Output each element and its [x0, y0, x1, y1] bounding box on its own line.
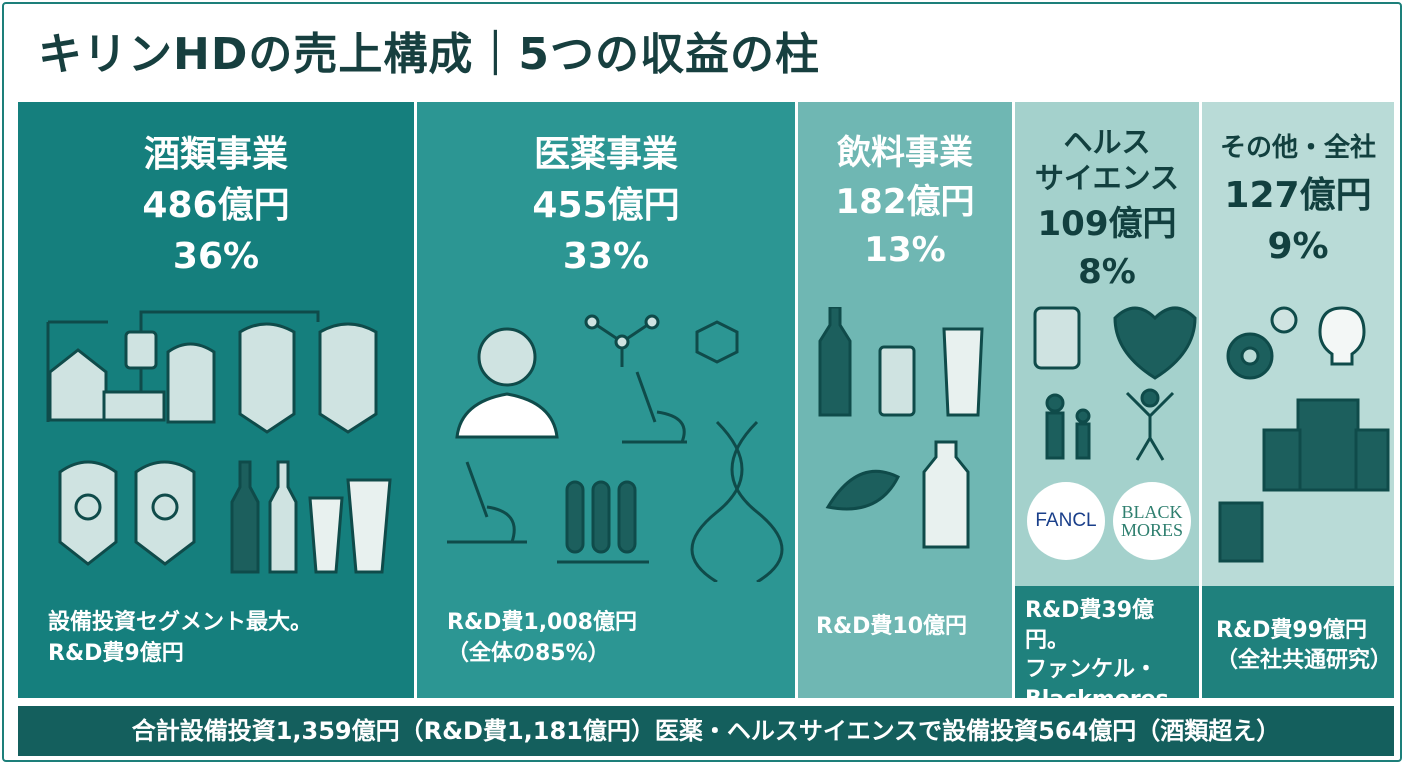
segment-share: 13%: [864, 230, 946, 270]
segment-share: 36%: [172, 236, 260, 277]
segment-name: 酒類事業: [143, 134, 288, 175]
office-building-icon: [1218, 501, 1264, 563]
headquarters-building-icon: [1262, 398, 1390, 492]
beverage-illustration: [818, 307, 984, 549]
segment-note-line: R&D費1,008億円: [447, 610, 637, 635]
family-icon: [1045, 393, 1091, 460]
segment-note-line: ファンケル・: [1025, 657, 1158, 683]
segment-note: R&D費99億円 （全社共通研究）: [1202, 586, 1394, 698]
muscle-heart-icon: [1113, 306, 1197, 380]
molecule-icon: [584, 314, 739, 367]
segment-name-line: ヘルス: [1063, 125, 1151, 159]
segment-amount: 182億円: [835, 181, 975, 222]
segment-header: 飲料事業 182億円 13%: [798, 132, 1012, 272]
segment-note-line: R&D費99億円: [1216, 618, 1368, 643]
segment-alcohol: 酒類事業 486億円 36%: [18, 102, 414, 698]
segment-note: R&D費39億円。 ファンケル・ Blackmores: [1015, 586, 1199, 698]
segment-note-line: 設備投資セグメント最大。: [48, 610, 313, 635]
segment-share: 9%: [1267, 225, 1329, 267]
segment-note: 設備投資セグメント最大。 R&D費9億円: [18, 608, 414, 698]
page-title: キリンHDの売上構成｜5つの収益の柱: [38, 29, 820, 80]
segment-note-line: R&D費10億円: [816, 614, 968, 639]
segment-note-line: （全体の85%）: [447, 640, 610, 666]
beer-glasses-icon: [308, 478, 392, 574]
segment-amount: 127億円: [1224, 174, 1372, 216]
brewery-illustration: [46, 310, 392, 574]
segment-name: その他・全社: [1219, 133, 1376, 163]
segment-note: R&D費1,008億円 （全体の85%）: [417, 608, 795, 698]
health-illustration: [1033, 306, 1197, 461]
corporate-illustration: [1218, 306, 1390, 563]
beer-bottles-icon: [230, 460, 298, 574]
gears-icon: [1226, 306, 1298, 380]
segment-header: 酒類事業 486億円 36%: [18, 132, 414, 279]
segment-name-line: サイエンス: [1034, 161, 1180, 196]
water-bottle-icon: [922, 440, 970, 549]
segment-name: 医薬事業: [533, 134, 678, 175]
microscope-icon: [622, 371, 687, 444]
segment-note-line: R&D費9億円: [48, 640, 184, 666]
segment-health-science: ヘルス サイエンス 109億円 8% FANCL BLACK MORES R&D…: [1015, 102, 1199, 698]
segment-note: R&D費10億円: [798, 608, 1012, 698]
segment-share: 33%: [562, 236, 650, 277]
summary-bar: 合計設備投資1,359億円（R&D費1,181億円）医薬・ヘルスサイエンスで設備…: [18, 706, 1394, 756]
can-icon: [878, 345, 916, 417]
microscope-icon: [447, 461, 527, 544]
dna-icon: [690, 420, 784, 582]
lightbulb-icon: [1318, 306, 1366, 366]
segment-beverage: 飲料事業 182億円 13% R&D費10億円: [798, 102, 1012, 698]
segment-note-line: R&D費39億円。: [1025, 598, 1155, 653]
segment-other: その他・全社 127億円 9% R&D費99億円 （全社共通研究）: [1202, 102, 1394, 698]
supplement-icon: [1033, 306, 1081, 370]
segment-header: ヘルス サイエンス 109億円 8%: [1015, 124, 1199, 294]
segment-pharma: 医薬事業 455億円 33%: [417, 102, 795, 698]
segment-name: 飲料事業: [837, 133, 973, 173]
tea-leaf-icon: [825, 469, 901, 511]
segment-header: その他・全社 127億円 9%: [1202, 132, 1394, 269]
pharma-illustration: [447, 314, 784, 582]
segment-share: 8%: [1078, 252, 1136, 292]
scientist-icon: [455, 327, 559, 439]
brewery-tanks-icon: [46, 310, 378, 566]
blackmores-logo: BLACK MORES: [1113, 482, 1191, 560]
segment-amount: 486億円: [142, 185, 290, 226]
segment-note-line: Blackmores: [1025, 685, 1191, 698]
segment-amount: 109億円: [1037, 203, 1177, 244]
fitness-icon: [1125, 388, 1175, 461]
segment-note-line: （全社共通研究）: [1216, 647, 1393, 673]
fancl-logo: FANCL: [1027, 482, 1105, 560]
soda-bottle-icon: [818, 307, 852, 417]
segment-header: 医薬事業 455億円 33%: [417, 132, 795, 279]
cup-icon: [942, 327, 984, 417]
segment-amount: 455億円: [532, 185, 680, 226]
test-tubes-icon: [557, 480, 649, 564]
